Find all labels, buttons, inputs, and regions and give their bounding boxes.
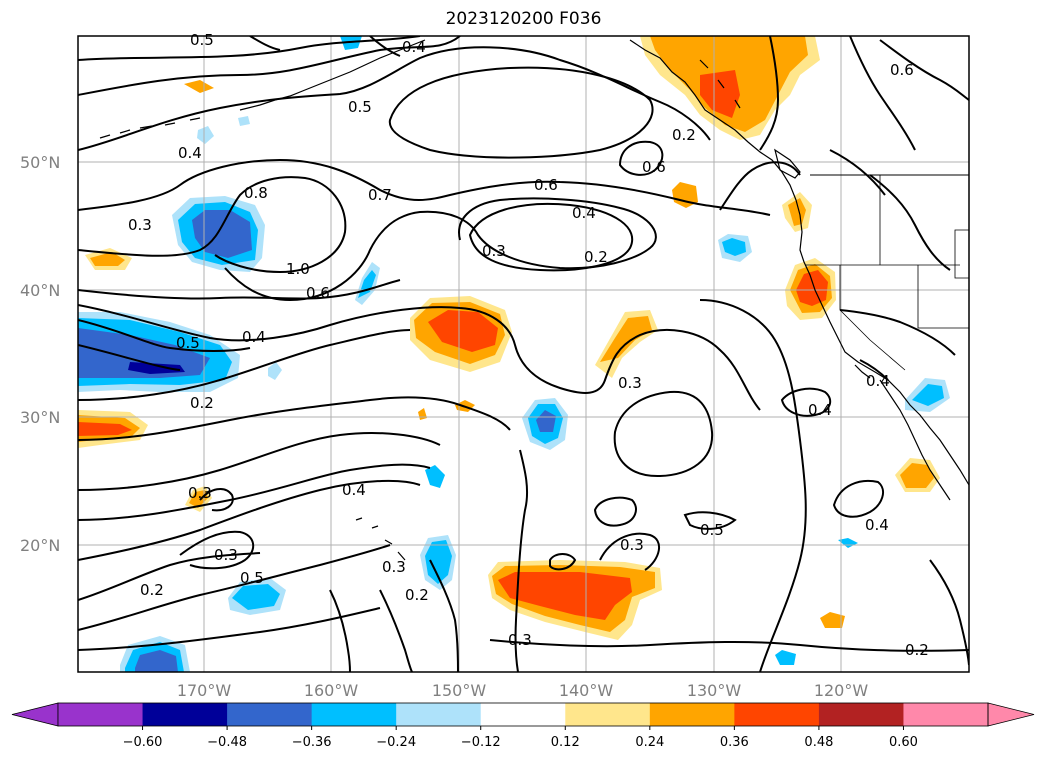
contour-label: 0.2 [190,394,214,412]
lon-label: 140°W [559,681,614,700]
lat-label: 30°N [20,408,60,427]
contour-label: 0.3 [618,374,642,392]
colorbar-frame [57,702,989,727]
colorbar-segment [818,703,904,726]
colorbar-segment [396,703,482,726]
contour-label: 0.3 [508,631,532,649]
colorbar-tick-label: 0.36 [720,735,749,750]
colorbar-segment [58,703,144,726]
contour-label: 0.5 [240,569,264,587]
contour-label: 0.2 [584,248,608,266]
colorbar-segment [227,703,313,726]
colorbar-extend-low [11,702,59,727]
colorbar-segment [565,703,651,726]
contour-label: 0.8 [244,184,268,202]
lat-label: 20°N [20,536,60,555]
contour-label: 0.2 [405,586,429,604]
contour-label: 0.4 [865,516,889,534]
lon-label: 170°W [177,681,232,700]
colorbar-extend-high [987,702,1035,727]
colorbar-segment [311,703,397,726]
contour-label: 0.6 [642,158,666,176]
lat-label: 50°N [20,153,60,172]
contour-label: 0.4 [866,372,890,390]
latitude-labels: 50°N 40°N 30°N 20°N [20,153,60,555]
contour-label: 0.6 [534,176,558,194]
colorbar-segment [649,703,735,726]
contour-label: 0.5 [348,98,372,116]
lon-label: 120°W [814,681,869,700]
contour-label: 0.5 [700,521,724,539]
colorbar-segment [480,703,566,726]
colorbar-tick-label: −0.12 [461,735,501,750]
colorbar-labels: −0.60 −0.48 −0.36 −0.24 −0.12 0.12 0.24 0.36 0.4… [123,726,918,750]
contour-label: 0.5 [176,334,200,352]
lat-label: 40°N [20,281,60,300]
contour-label: 0.3 [482,242,506,260]
map-title: 2023120200 F036 [445,9,602,29]
contour-label: 0.6 [890,61,914,79]
contour-label: 0.3 [620,536,644,554]
contour-label: 0.5 [190,31,214,49]
colorbar-tick-label: −0.36 [292,735,332,750]
contour-label: 0.4 [178,144,202,162]
colorbar [11,702,1035,727]
contour-label: 0.4 [572,204,596,222]
contour-label: 0.2 [140,581,164,599]
colorbar-tick-label: −0.48 [207,735,247,750]
map-frame [77,35,970,673]
colorbar-segment [734,703,820,726]
colorbar-tick-label: −0.24 [376,735,416,750]
contour-label: 0.2 [672,126,696,144]
graticule [78,36,969,672]
contour-label: 0.3 [128,216,152,234]
contour-label: 0.7 [368,186,392,204]
contour-label: 0.3 [382,558,406,576]
contour-label: 0.3 [214,546,238,564]
contour-label: 0.2 [905,641,929,659]
contour-label: 0.4 [402,38,426,56]
colorbar-segment [142,703,228,726]
colorbar-tick-label: 0.60 [889,735,918,750]
contour-label: 0.4 [342,481,366,499]
colorbar-segment [903,703,989,726]
colorbar-tick-label: 0.12 [551,735,580,750]
contour-label: 0.3 [188,484,212,502]
lon-label: 130°W [687,681,742,700]
colorbar-tick-label: −0.60 [123,735,163,750]
lon-label: 160°W [304,681,359,700]
colorbar-tick-label: 0.48 [804,735,833,750]
colorbar-tick-label: 0.24 [635,735,664,750]
contour-label: 1.0 [286,260,310,278]
contour-label: 0.6 [306,284,330,302]
lon-label: 150°W [432,681,487,700]
contour-label-group: 0.5 0.4 0.5 0.4 0.6 0.3 0.8 0.7 0.6 0.4 … [128,31,929,659]
contour-label: 0.4 [808,401,832,419]
contour-lines [78,36,969,672]
longitude-labels: 170°W 160°W 150°W 140°W 130°W 120°W [177,681,869,700]
contour-label: 0.4 [242,328,266,346]
